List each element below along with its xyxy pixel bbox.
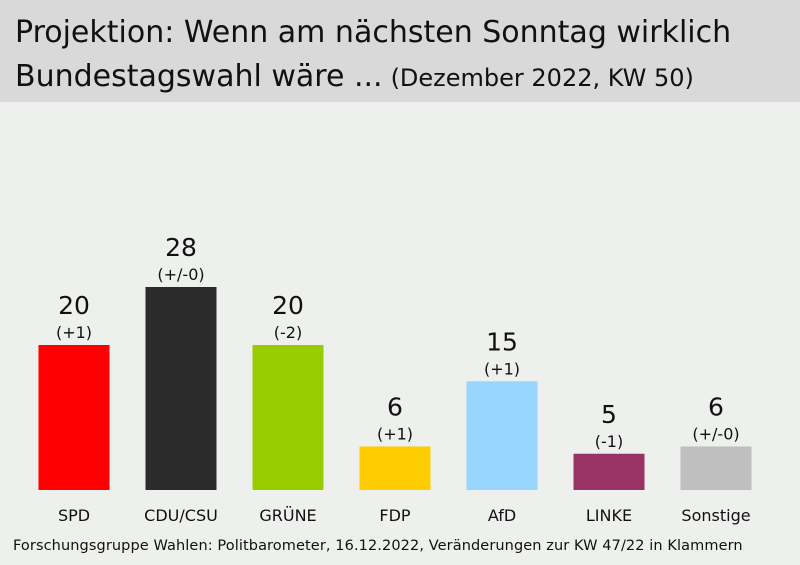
- category-label-grüne: GRÜNE: [259, 506, 316, 525]
- category-label-fdp: FDP: [379, 506, 411, 525]
- change-label-linke: (-1): [595, 432, 623, 451]
- bar-sonstige: [680, 446, 752, 490]
- change-label-spd: (+1): [56, 323, 92, 342]
- bar-fdp: [359, 446, 431, 490]
- bar-afd: [466, 381, 538, 490]
- chart-title-line2: Bundestagswahl wäre ... (Dezember 2022, K…: [15, 59, 694, 94]
- value-label-fdp: 6: [387, 393, 403, 422]
- change-label-fdp: (+1): [377, 425, 413, 444]
- change-label-sonstige: (+/-0): [692, 425, 739, 444]
- value-label-linke: 5: [601, 400, 617, 429]
- category-label-linke: LINKE: [586, 506, 632, 525]
- bar-grüne: [252, 345, 324, 490]
- chart-subtitle: (Dezember 2022, KW 50): [390, 64, 694, 92]
- category-label-spd: SPD: [58, 506, 90, 525]
- value-label-grüne: 20: [272, 291, 304, 320]
- bar-spd: [38, 345, 110, 490]
- category-label-afd: AfD: [488, 506, 516, 525]
- change-label-grüne: (-2): [274, 323, 302, 342]
- value-label-cdu-csu: 28: [165, 233, 197, 262]
- bar-chart: 20 (+1) SPD 28 (+/-0) CDU/CSU 20 (-2) GRÜNE 6 (+1)…: [38, 233, 752, 525]
- value-label-afd: 15: [486, 327, 518, 356]
- change-label-cdu-csu: (+/-0): [157, 265, 204, 284]
- bar-linke: [573, 453, 645, 490]
- value-label-sonstige: 6: [708, 393, 724, 422]
- bar-cdu-csu: [145, 287, 217, 490]
- category-label-sonstige: Sonstige: [681, 506, 750, 525]
- category-label-cdu-csu: CDU/CSU: [144, 506, 218, 525]
- value-label-spd: 20: [58, 291, 90, 320]
- chart-title-part2: Bundestagswahl wäre ...: [15, 59, 383, 94]
- chart-title: Projektion: Wenn am nächsten Sonntag wir…: [15, 15, 732, 50]
- source-note: Forschungsgruppe Wahlen: Politbarometer,…: [13, 538, 743, 554]
- header-banner: Projektion: Wenn am nächsten Sonntag wir…: [0, 0, 800, 102]
- change-label-afd: (+1): [484, 359, 520, 378]
